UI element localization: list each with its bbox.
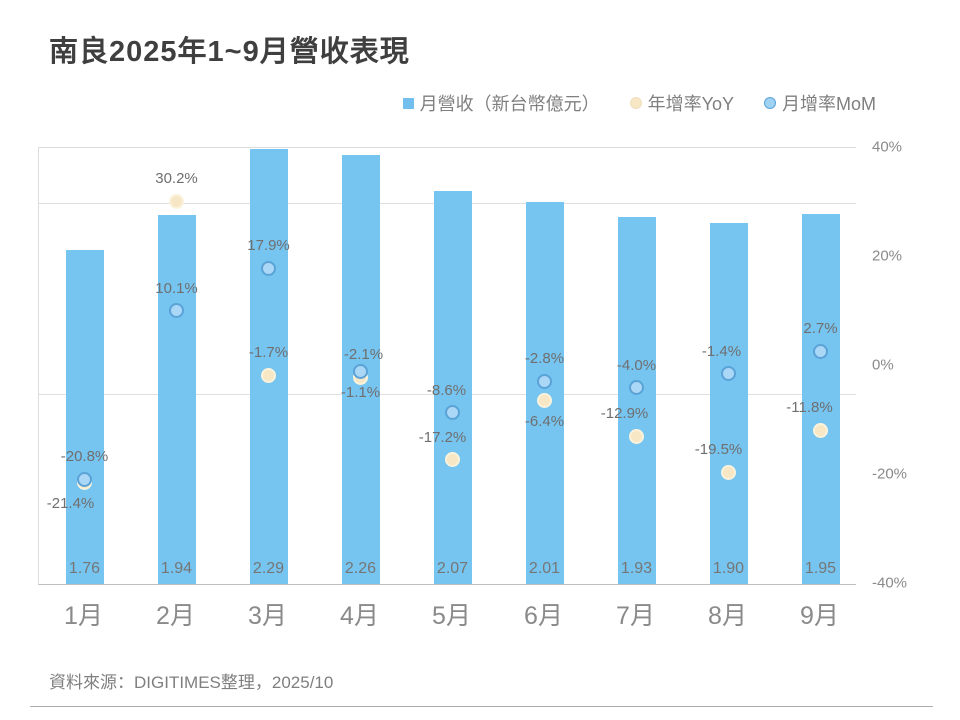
yoy-label: -1.7% — [248, 344, 289, 362]
bar-value-label: 2.26 — [344, 560, 377, 577]
yoy-dot — [629, 428, 644, 444]
revenue-bar — [709, 223, 748, 584]
legend-label: 月營收（新台幣億元） — [419, 94, 600, 114]
yoy-label: -11.8% — [786, 399, 833, 417]
yoy-dot — [169, 193, 184, 209]
yoy-label: -12.9% — [600, 405, 649, 423]
yoy-dot — [813, 422, 828, 438]
bar-value-label: 2.01 — [528, 560, 561, 577]
yoy-dot — [261, 367, 276, 383]
revenue-bar — [525, 202, 564, 584]
plot-area: 1.76 1.94 2.29 2.26 2.07 2.01 1.93 1.90 1.95 -21.… — [38, 147, 856, 585]
legend-label: 年增率YoY — [647, 94, 734, 114]
y-axis-tick: 0% — [872, 356, 894, 374]
mom-label: 17.9% — [247, 237, 290, 255]
x-axis-label: 8月 — [708, 602, 747, 630]
mom-label: -2.8% — [524, 350, 565, 368]
yoy-label: -21.4% — [46, 494, 95, 512]
yoy-dot — [445, 452, 460, 468]
yoy-dot — [721, 464, 736, 480]
y-axis-tick: 40% — [872, 138, 903, 156]
legend-item-revenue: 月營收（新台幣億元） — [402, 90, 600, 116]
mom-dot — [353, 364, 368, 380]
mom-dot — [77, 471, 92, 487]
source-note: 資料來源：DIGITIMES整理，2025/10 — [49, 673, 334, 692]
x-axis-label: 6月 — [524, 602, 563, 630]
x-axis-label: 1月 — [64, 602, 103, 630]
x-axis-label: 3月 — [248, 602, 287, 630]
mom-dot — [629, 380, 644, 396]
bar-value-label: 1.76 — [68, 560, 101, 577]
x-axis-label: 7月 — [616, 602, 655, 630]
yoy-label: -19.5% — [694, 441, 743, 459]
mom-label: 2.7% — [803, 320, 838, 338]
x-axis-label: 4月 — [340, 602, 379, 630]
legend-item-yoy: 年增率YoY — [629, 90, 734, 116]
bar-value-label: 2.29 — [252, 560, 285, 577]
yoy-label: -6.4% — [524, 412, 565, 430]
mom-dot — [445, 405, 460, 421]
mom-dot — [169, 303, 184, 319]
yoy-dot — [537, 393, 552, 409]
y-axis-tick: -40% — [872, 574, 908, 592]
revenue-bar — [801, 213, 840, 584]
mom-label: -20.8% — [60, 448, 109, 466]
mom-dot — [261, 260, 276, 276]
yoy-label: 30.2% — [155, 170, 198, 188]
y-axis-tick: -20% — [872, 465, 908, 483]
bar-value-label: 1.94 — [160, 560, 193, 577]
mom-circle-icon — [764, 97, 776, 109]
x-axis-label: 9月 — [800, 602, 839, 630]
mom-dot — [537, 373, 552, 389]
revenue-bar — [65, 249, 104, 584]
y-axis-tick: 20% — [872, 247, 903, 265]
mom-label: -1.1% — [340, 383, 381, 401]
revenue-bar — [249, 148, 288, 584]
x-axis-label: 2月 — [156, 602, 195, 630]
mom-dot — [721, 366, 736, 382]
mom-label: -1.4% — [701, 342, 742, 360]
mom-dot — [813, 343, 828, 359]
bar-value-label: 1.90 — [712, 560, 745, 577]
yoy-label: -17.2% — [418, 428, 467, 446]
revenue-bar — [617, 217, 656, 584]
chart-title: 南良2025年1~9月營收表現 — [49, 36, 410, 68]
bar-value-label: 1.95 — [804, 560, 837, 577]
revenue-bar — [157, 215, 196, 584]
legend-label: 月增率MoM — [782, 94, 876, 114]
yoy-label: -2.1% — [343, 346, 384, 364]
revenue-bar — [433, 190, 472, 584]
mom-label: -8.6% — [426, 381, 467, 399]
mom-label: 10.1% — [155, 279, 198, 297]
mom-label: -4.0% — [616, 356, 657, 374]
bar-value-label: 1.93 — [620, 560, 653, 577]
legend: 月營收（新台幣億元） 年增率YoY 月增率MoM — [0, 90, 876, 116]
revenue-square-icon — [402, 97, 414, 109]
x-axis-label: 5月 — [432, 602, 471, 630]
legend-item-mom: 月增率MoM — [764, 90, 876, 116]
bar-value-label: 2.07 — [436, 560, 469, 577]
yoy-circle-icon — [629, 97, 642, 109]
footer-divider — [30, 706, 933, 707]
